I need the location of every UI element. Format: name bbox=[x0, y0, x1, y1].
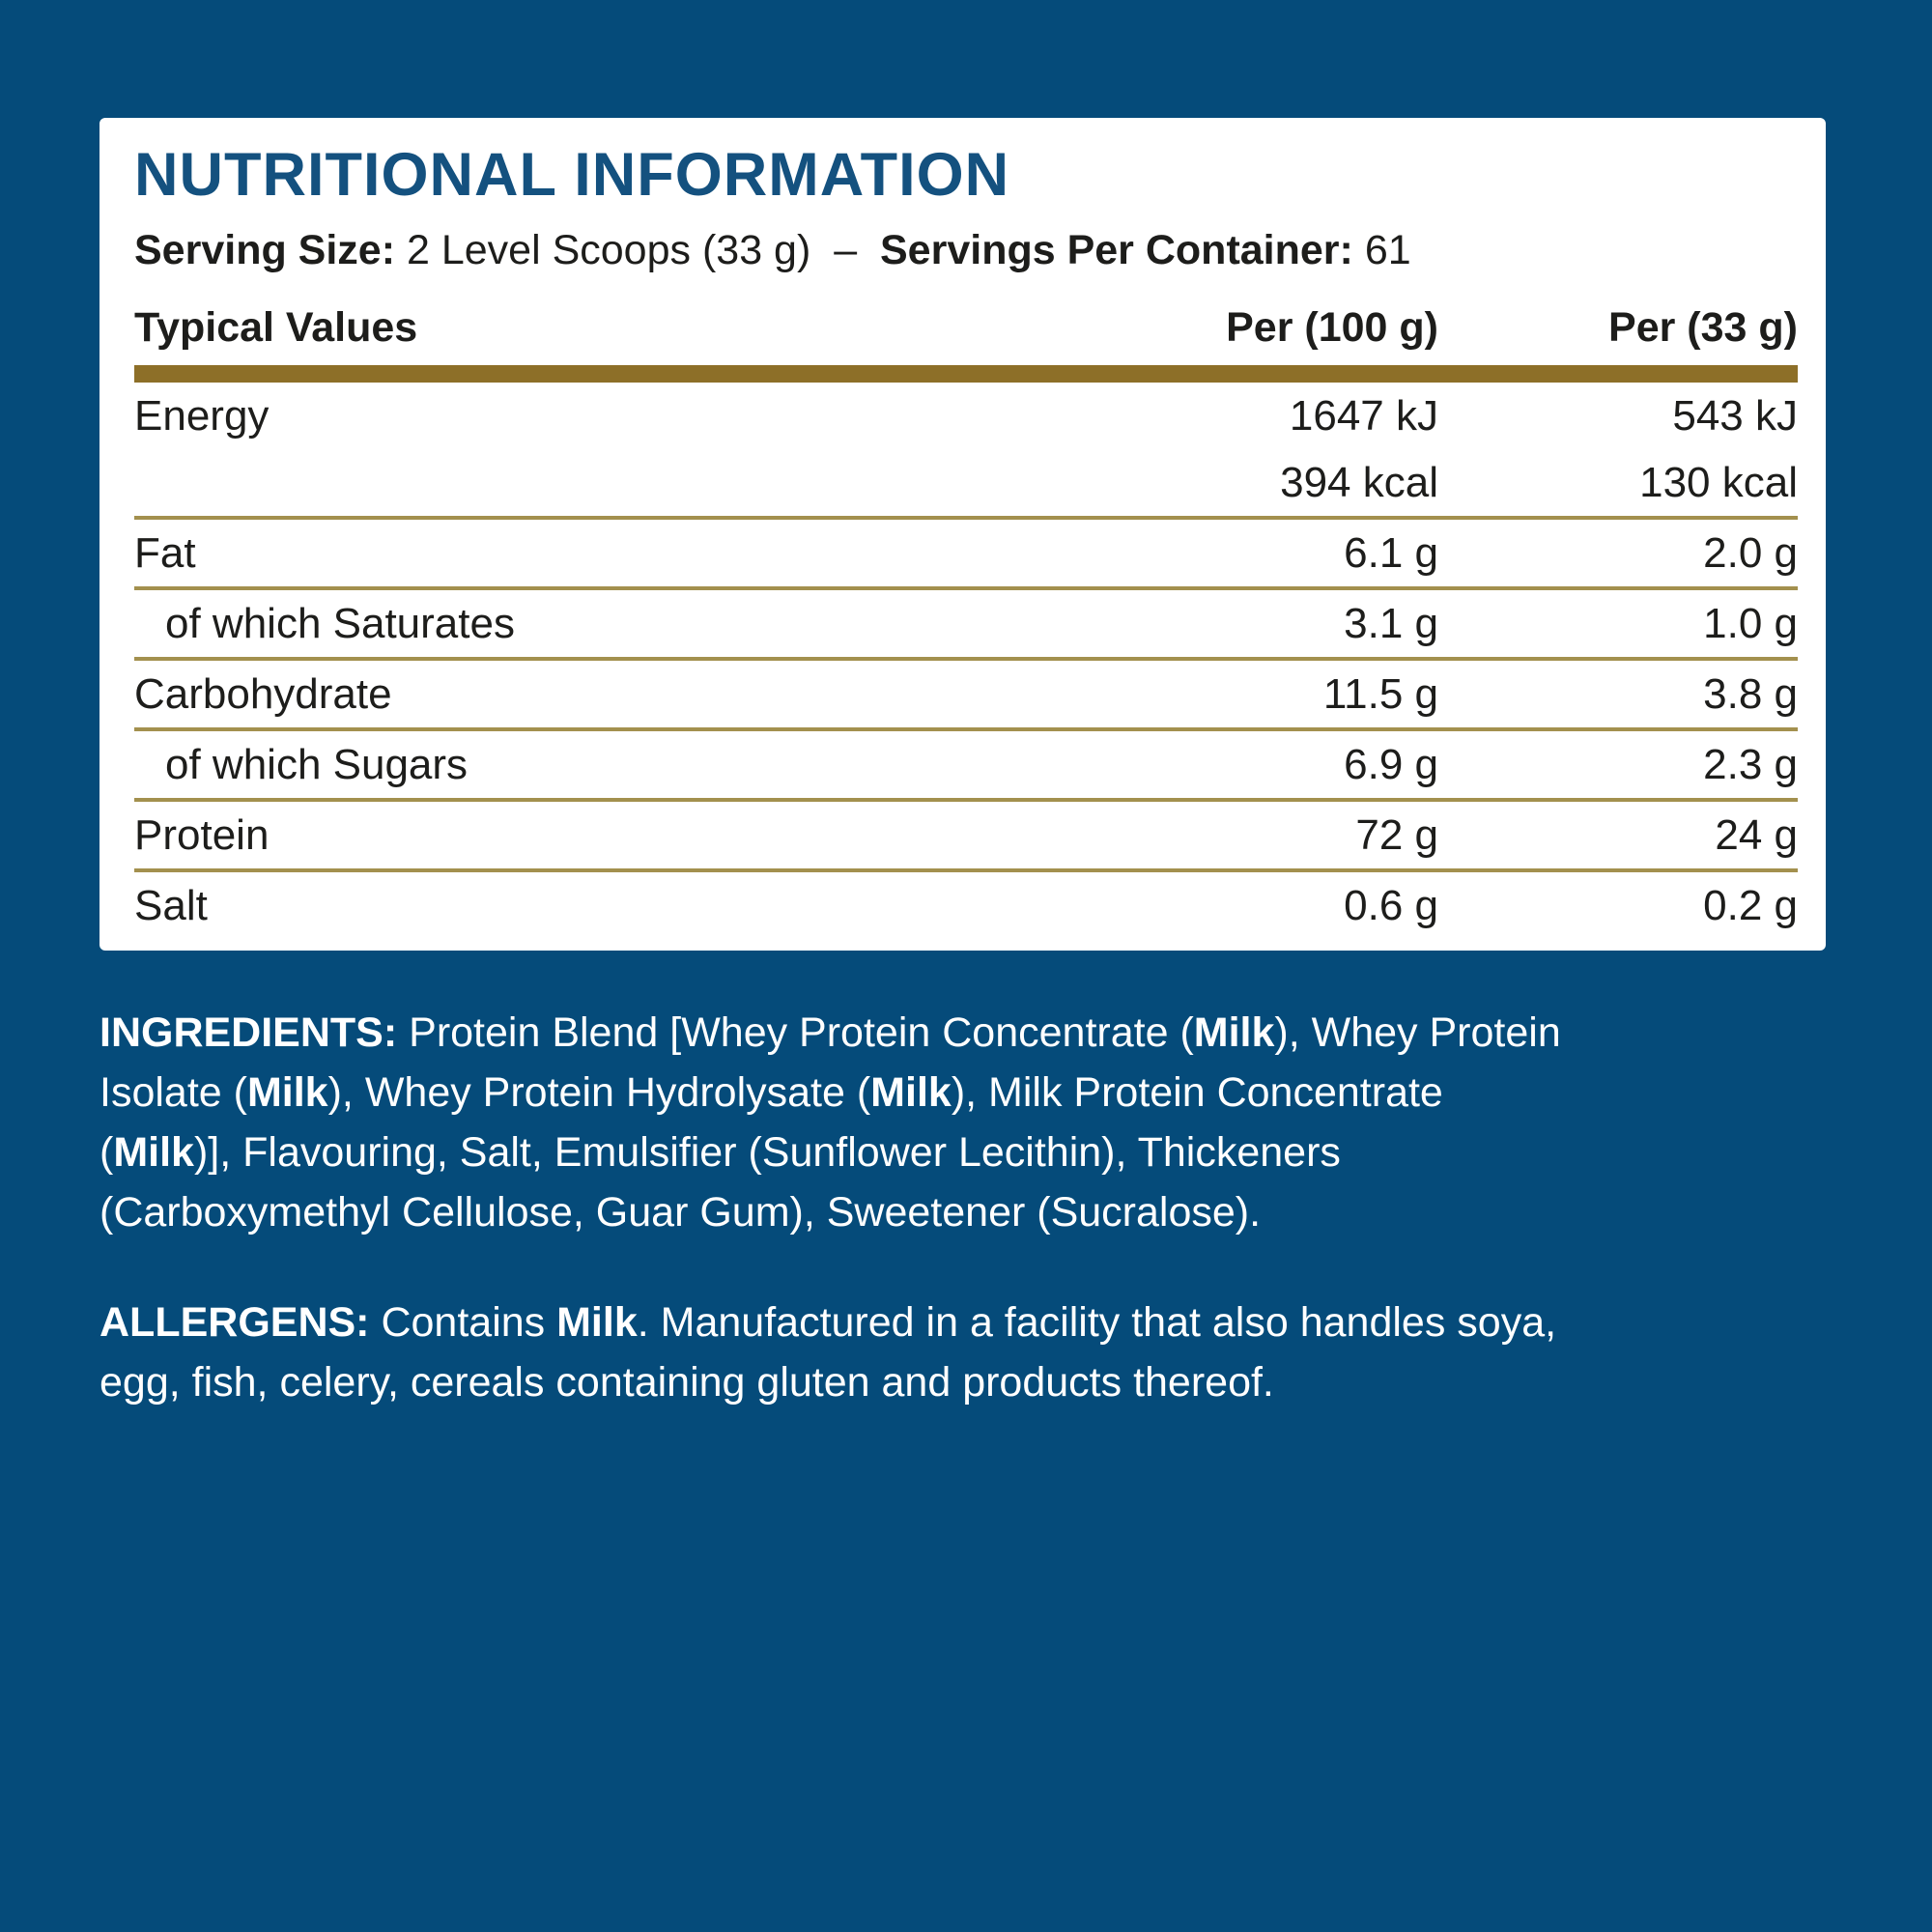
bold-text-segment: Milk bbox=[113, 1129, 194, 1176]
text-segment: )], Flavouring, Salt, Emulsifier (Sunflo… bbox=[193, 1129, 1341, 1176]
row-separator bbox=[134, 727, 1798, 731]
row-value-per-100g: 11.5 g bbox=[1322, 669, 1438, 718]
column-header-per-100g: Per (100 g) bbox=[1226, 304, 1438, 351]
text-segment: egg, fish, celery, cereals containing gl… bbox=[99, 1359, 1274, 1406]
table-row: Energy 1647 kJ 543 kJ bbox=[134, 383, 1798, 449]
row-value-per-33g: 1.0 g bbox=[1703, 599, 1798, 647]
bold-text-segment: Milk bbox=[246, 1069, 328, 1116]
row-separator bbox=[134, 798, 1798, 802]
bold-text-segment: Serving Size: bbox=[134, 227, 407, 273]
text-segment: ), Milk Protein Concentrate bbox=[951, 1069, 1443, 1116]
text-segment: – bbox=[810, 227, 880, 273]
row-value-per-100g: 6.1 g bbox=[1344, 528, 1438, 577]
row-label: Energy bbox=[134, 391, 270, 440]
row-label: Protein bbox=[134, 810, 270, 859]
row-value-per-33g: 543 kJ bbox=[1672, 391, 1798, 440]
row-value-per-100g: 394 kcal bbox=[1280, 458, 1438, 506]
text-segment: ), Whey Protein Hydrolysate ( bbox=[327, 1069, 871, 1116]
table-row: of which Saturates 3.1 g 1.0 g bbox=[134, 590, 1798, 657]
table-row: Carbohydrate 11.5 g 3.8 g bbox=[134, 661, 1798, 727]
bold-text-segment: Servings Per Container: bbox=[880, 227, 1365, 273]
bold-text-segment: Milk bbox=[870, 1069, 952, 1116]
column-header-per-33g: Per (33 g) bbox=[1608, 304, 1798, 351]
table-row: of which Sugars 6.9 g 2.3 g bbox=[134, 731, 1798, 798]
bold-text-segment: INGREDIENTS: bbox=[99, 1009, 398, 1056]
row-value-per-100g: 1647 kJ bbox=[1289, 391, 1438, 440]
text-line: egg, fish, celery, cereals containing gl… bbox=[99, 1352, 1838, 1412]
bold-text-segment: Milk bbox=[1193, 1009, 1275, 1056]
row-value-per-100g: 72 g bbox=[1355, 810, 1438, 859]
gold-divider-bar bbox=[134, 365, 1798, 383]
row-label: Carbohydrate bbox=[134, 669, 392, 718]
row-separator bbox=[134, 586, 1798, 590]
ingredients-paragraph: INGREDIENTS: Protein Blend [Whey Protein… bbox=[99, 1003, 1838, 1242]
row-label: Fat bbox=[134, 528, 196, 577]
table-row: 394 kcal 130 kcal bbox=[134, 449, 1798, 516]
column-header-typical-values: Typical Values bbox=[134, 304, 418, 351]
nutrition-panel: NUTRITIONAL INFORMATION Serving Size: 2 … bbox=[99, 118, 1826, 951]
table-header-row: Typical Values Per (100 g) Per (33 g) bbox=[134, 303, 1798, 352]
text-segment: . Manufactured in a facility that also h… bbox=[637, 1299, 1557, 1346]
table-row: Fat 6.1 g 2.0 g bbox=[134, 520, 1798, 586]
row-label: of which Saturates bbox=[165, 599, 515, 647]
row-separator bbox=[134, 516, 1798, 520]
text-segment: ), Whey Protein bbox=[1274, 1009, 1561, 1056]
row-value-per-100g: 0.6 g bbox=[1344, 881, 1438, 929]
table-row: Protein 72 g 24 g bbox=[134, 802, 1798, 868]
table-row: Salt 0.6 g 0.2 g bbox=[134, 872, 1798, 939]
text-segment: Contains bbox=[369, 1299, 557, 1346]
text-segment: Protein Blend [Whey Protein Concentrate … bbox=[397, 1009, 1194, 1056]
text-line: INGREDIENTS: Protein Blend [Whey Protein… bbox=[99, 1003, 1838, 1063]
row-separator bbox=[134, 868, 1798, 872]
text-segment: ( bbox=[99, 1129, 114, 1176]
bold-text-segment: Milk bbox=[556, 1299, 638, 1346]
row-label: Salt bbox=[134, 881, 208, 929]
row-value-per-33g: 130 kcal bbox=[1639, 458, 1798, 506]
row-separator bbox=[134, 657, 1798, 661]
bold-text-segment: ALLERGENS: bbox=[99, 1299, 370, 1346]
nutrition-table-rows: Energy 1647 kJ 543 kJ 394 kcal 130 kcal Fat 6.… bbox=[134, 383, 1798, 939]
text-line: (Carboxymethyl Cellulose, Guar Gum), Swe… bbox=[99, 1182, 1838, 1242]
text-segment: Isolate ( bbox=[99, 1069, 247, 1116]
row-value-per-100g: 3.1 g bbox=[1344, 599, 1438, 647]
serving-size-line: Serving Size: 2 Level Scoops (33 g) – Se… bbox=[134, 226, 1798, 274]
row-label: of which Sugars bbox=[165, 740, 469, 788]
row-value-per-33g: 3.8 g bbox=[1703, 669, 1798, 718]
row-value-per-100g: 6.9 g bbox=[1344, 740, 1438, 788]
text-segment: 61 bbox=[1364, 227, 1411, 273]
row-value-per-33g: 2.0 g bbox=[1703, 528, 1798, 577]
text-segment: (Carboxymethyl Cellulose, Guar Gum), Swe… bbox=[99, 1189, 1262, 1236]
allergens-paragraph: ALLERGENS: Contains Milk. Manufactured i… bbox=[99, 1293, 1838, 1412]
row-value-per-33g: 0.2 g bbox=[1703, 881, 1798, 929]
text-line: (Milk)], Flavouring, Salt, Emulsifier (S… bbox=[99, 1122, 1838, 1182]
row-value-per-33g: 24 g bbox=[1715, 810, 1798, 859]
row-value-per-33g: 2.3 g bbox=[1703, 740, 1798, 788]
text-line: Isolate (Milk), Whey Protein Hydrolysate… bbox=[99, 1063, 1838, 1122]
text-line: ALLERGENS: Contains Milk. Manufactured i… bbox=[99, 1293, 1838, 1352]
text-segment: 2 Level Scoops (33 g) bbox=[406, 227, 811, 273]
panel-title: NUTRITIONAL INFORMATION bbox=[134, 141, 1010, 209]
